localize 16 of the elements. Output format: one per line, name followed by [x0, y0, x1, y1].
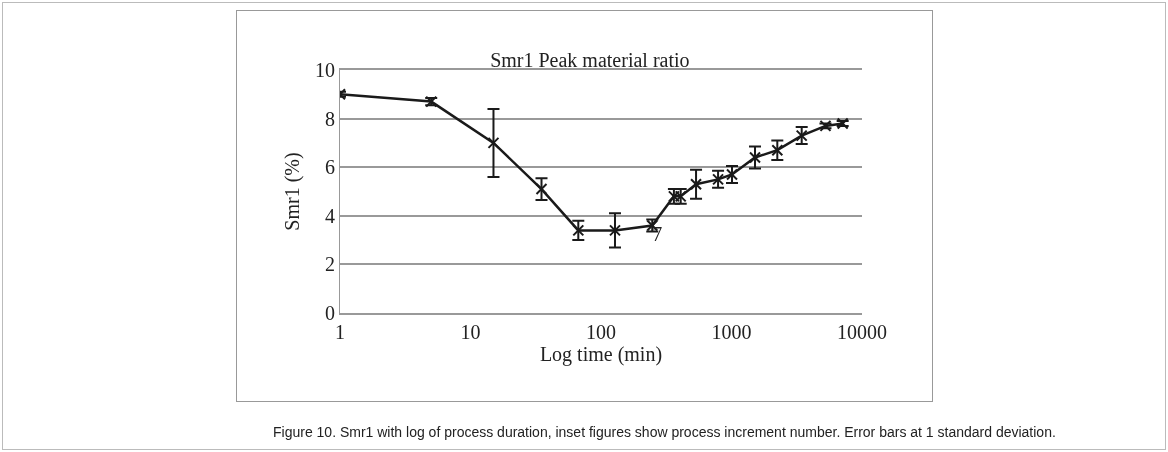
- x-tick-label: 1000: [711, 320, 752, 343]
- y-tick-label: 2: [325, 253, 335, 276]
- x-tick-label: 1: [335, 320, 345, 343]
- x-tick-label: 10000: [837, 320, 887, 343]
- y-tick-label: 6: [325, 156, 335, 179]
- chart-title: Smr1 Peak material ratio: [490, 49, 690, 71]
- y-tick-label: 8: [325, 107, 335, 130]
- x-tick-label: 100: [586, 320, 616, 343]
- x-axis-title: Log time (min): [539, 342, 663, 366]
- caption: Figure 10. Smr1 with log of process duration, inset figures show process increment number. Error bars at 1 standard deviation.: [273, 424, 1056, 440]
- annotation: 7: [652, 222, 663, 245]
- x-tick-label: 10: [460, 320, 481, 343]
- y-tick-label: 10: [315, 59, 335, 81]
- y-tick-label: 4: [325, 204, 335, 227]
- y-axis-title: Smr1 (%): [280, 152, 304, 231]
- y-tick-label: 0: [325, 302, 335, 324]
